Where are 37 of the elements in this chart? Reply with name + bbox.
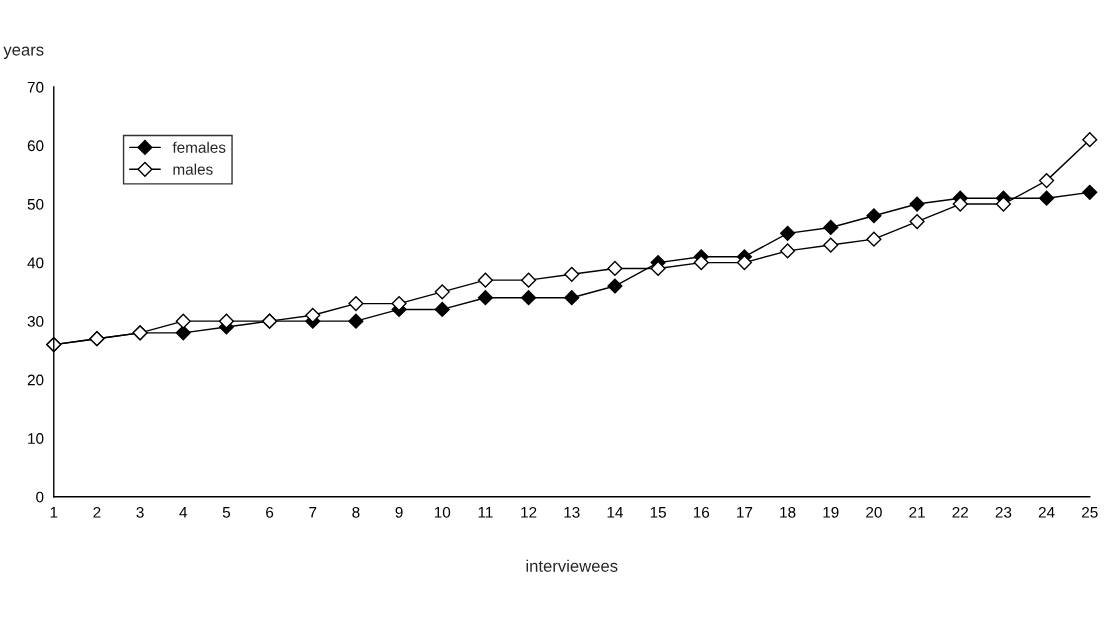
x-tick-label: 17	[737, 507, 753, 518]
y-tick-label: 70	[27, 81, 44, 93]
legend-label: females	[172, 141, 226, 153]
y-tick-label: 60	[27, 140, 44, 152]
x-tick-label: 10	[434, 506, 451, 518]
x-tick-label: 15	[650, 507, 666, 518]
y-tick-label: 0	[36, 491, 44, 503]
x-tick-label: 22	[952, 506, 968, 518]
x-tick-label: 21	[909, 506, 925, 518]
y-axis-title: years	[3, 46, 44, 59]
y-tick-label: 40	[27, 257, 44, 269]
x-tick-label: 25	[1082, 506, 1098, 518]
x-tick-label: 5	[222, 507, 231, 518]
x-tick-label: 6	[266, 506, 274, 518]
x-axis-title: interviewees	[526, 559, 618, 572]
x-tick-label: 13	[564, 506, 580, 518]
x-tick-label: 19	[823, 506, 839, 518]
x-tick-label: 2	[93, 506, 101, 518]
x-tick-label: 23	[995, 506, 1012, 518]
x-tick-label: 1	[50, 507, 58, 518]
legend-label: males	[173, 163, 213, 175]
x-tick-label: 7	[309, 507, 317, 518]
x-tick-label: 16	[693, 506, 710, 518]
x-tick-label: 20	[866, 506, 882, 518]
x-tick-label: 9	[395, 506, 403, 518]
x-tick-label: 3	[136, 506, 144, 518]
x-tick-label: 18	[780, 506, 796, 518]
x-tick-label: 24	[1038, 506, 1055, 518]
x-tick-label: 4	[179, 507, 188, 518]
y-tick-label: 10	[28, 433, 44, 444]
x-tick-label: 12	[521, 506, 537, 518]
y-tick-label: 30	[27, 316, 44, 327]
x-tick-label: 8	[352, 506, 360, 518]
x-tick-label: 11	[478, 507, 493, 518]
y-tick-label: 50	[27, 198, 44, 210]
y-tick-label: 20	[27, 374, 44, 386]
x-tick-label: 14	[607, 507, 623, 518]
